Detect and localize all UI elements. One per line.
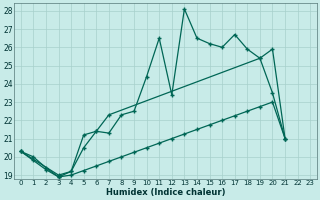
X-axis label: Humidex (Indice chaleur): Humidex (Indice chaleur) xyxy=(106,188,225,197)
